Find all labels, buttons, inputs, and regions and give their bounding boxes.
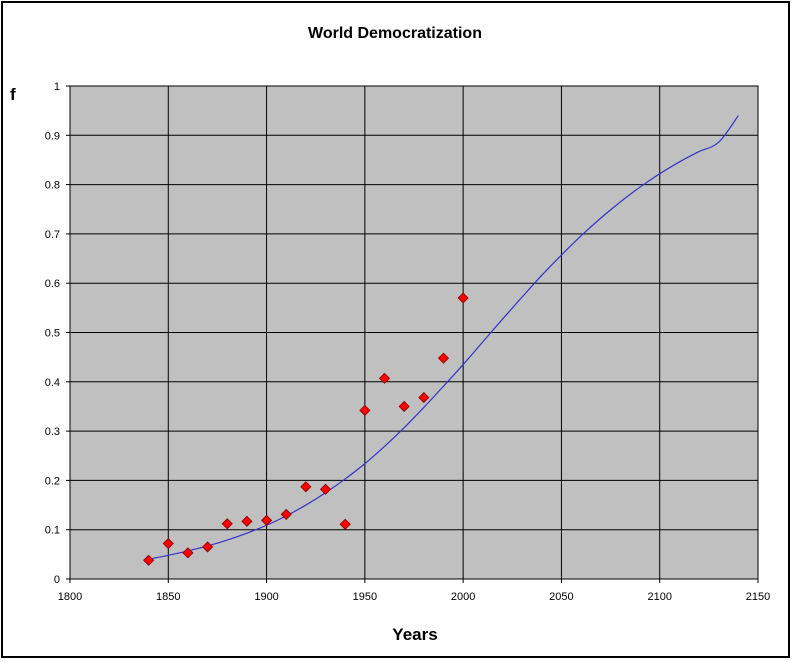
x-tick-label: 2050 bbox=[549, 591, 573, 603]
data-point bbox=[143, 554, 155, 566]
y-tick-label: 0.1 bbox=[45, 525, 60, 537]
data-point bbox=[398, 400, 410, 413]
data-points bbox=[143, 292, 469, 566]
y-tick-label: 0 bbox=[54, 574, 60, 586]
y-tick-label: 0.8 bbox=[45, 180, 60, 192]
y-tick-label: 0.2 bbox=[45, 475, 60, 487]
data-point bbox=[162, 537, 174, 550]
y-tick-label: 0.3 bbox=[45, 426, 60, 438]
data-point bbox=[241, 515, 253, 527]
data-point bbox=[378, 372, 391, 384]
data-point bbox=[319, 483, 332, 495]
data-point bbox=[280, 508, 292, 520]
data-point bbox=[261, 514, 273, 526]
x-tick-label: 1850 bbox=[156, 591, 180, 603]
x-tick-label: 2000 bbox=[451, 591, 475, 603]
x-axis-label: Years bbox=[392, 625, 437, 644]
y-tick-label: 0.7 bbox=[45, 229, 60, 241]
data-point bbox=[221, 518, 233, 530]
chart-title: World Democratization bbox=[308, 25, 482, 42]
data-point bbox=[359, 404, 371, 416]
x-axis-ticks: 1800 1850 1900 1950 2000 2050 2100 2150 bbox=[58, 579, 770, 603]
x-tick-label: 1800 bbox=[58, 591, 82, 603]
y-axis-label: f bbox=[10, 85, 16, 104]
data-point bbox=[418, 392, 430, 404]
data-point bbox=[437, 352, 450, 364]
x-tick-label: 1900 bbox=[254, 591, 278, 603]
data-point bbox=[457, 292, 469, 304]
y-axis-ticks: 0 0.1 0.2 0.3 0.4 0.5 0.6 0.7 0.8 0.9 1 bbox=[45, 81, 70, 586]
grid bbox=[70, 86, 758, 579]
y-tick-label: 0.9 bbox=[45, 130, 60, 142]
data-point bbox=[300, 481, 312, 493]
y-tick-label: 0.4 bbox=[45, 377, 60, 389]
data-point bbox=[202, 541, 214, 553]
x-tick-label: 2100 bbox=[647, 591, 671, 603]
x-tick-label: 1950 bbox=[353, 591, 377, 603]
y-tick-label: 0.6 bbox=[45, 278, 60, 290]
y-tick-label: 0.5 bbox=[45, 328, 60, 340]
trend-line bbox=[148, 115, 739, 560]
data-point bbox=[182, 547, 194, 559]
data-point bbox=[339, 518, 351, 530]
y-tick-label: 1 bbox=[54, 81, 60, 93]
x-tick-label: 2150 bbox=[746, 591, 770, 603]
